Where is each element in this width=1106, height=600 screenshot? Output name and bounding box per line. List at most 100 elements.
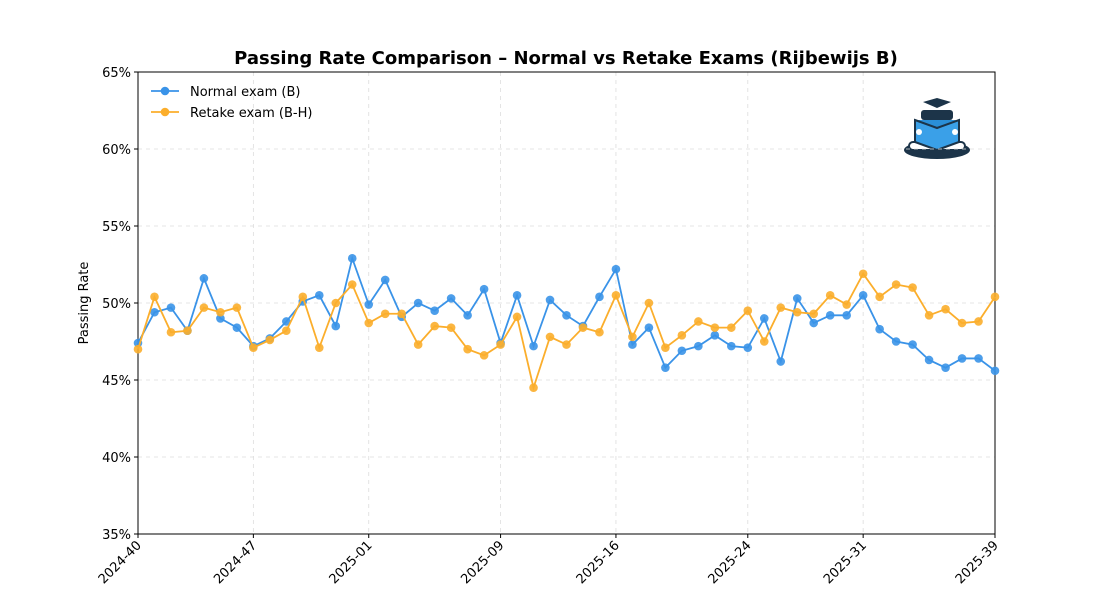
data-point: [331, 298, 341, 308]
data-point: [974, 317, 983, 326]
data-point: [314, 343, 324, 352]
data-point: [347, 254, 357, 263]
y-tick-label: 45%: [102, 374, 131, 389]
data-point: [282, 317, 291, 326]
x-tick-label: 2025-09: [458, 538, 507, 587]
series-line: [137, 272, 996, 392]
x-tick-label: 2024-40: [96, 538, 145, 587]
data-point: [199, 274, 209, 283]
data-point: [496, 340, 505, 349]
y-tick-label: 65%: [102, 66, 131, 81]
y-tick-label: 55%: [102, 220, 131, 235]
data-point: [825, 291, 835, 300]
data-point: [595, 327, 604, 337]
data-point: [562, 311, 571, 320]
data-point: [562, 340, 571, 349]
data-point: [644, 323, 654, 332]
data-point: [924, 355, 934, 365]
data-point: [397, 309, 406, 319]
data-point: [875, 324, 884, 334]
data-point: [908, 283, 917, 292]
x-tick-label: 2024-47: [211, 538, 260, 587]
data-point: [891, 280, 901, 289]
data-point: [282, 326, 291, 336]
data-point: [512, 291, 522, 300]
data-point: [776, 303, 786, 312]
data-point: [595, 292, 604, 302]
data-point: [611, 264, 621, 274]
data-point: [545, 332, 555, 342]
data-point: [199, 303, 209, 312]
data-point: [990, 366, 1000, 376]
x-tick-label: 2025-01: [327, 538, 376, 587]
y-axis-label: Passing Rate: [77, 262, 92, 345]
data-point: [792, 294, 802, 303]
data-point: [232, 323, 242, 332]
data-point: [727, 341, 736, 351]
chart-title: Passing Rate Comparison – Normal vs Reta…: [234, 48, 898, 69]
data-point: [743, 343, 753, 352]
data-point: [578, 323, 588, 332]
y-tick-label: 60%: [102, 143, 131, 158]
x-tick-label: 2025-31: [821, 538, 870, 587]
data-point: [265, 335, 275, 345]
data-point: [166, 327, 176, 337]
data-point: [380, 309, 390, 319]
data-point: [512, 312, 522, 322]
data-point: [150, 292, 159, 302]
data-point: [479, 351, 489, 360]
data-point: [792, 307, 802, 317]
data-point: [990, 292, 1000, 302]
data-point: [150, 307, 159, 317]
legend-marker: [160, 107, 170, 117]
data-point: [644, 298, 654, 308]
data-point: [957, 354, 967, 363]
data-point: [677, 346, 687, 356]
data-point: [891, 337, 901, 346]
data-point: [529, 341, 538, 351]
data-point: [446, 294, 456, 303]
data-point: [364, 300, 374, 309]
data-point: [694, 341, 703, 351]
y-tick-label: 40%: [102, 451, 131, 466]
data-point: [710, 323, 720, 332]
data-point: [941, 363, 950, 372]
data-point: [166, 303, 176, 312]
data-point: [759, 337, 769, 346]
y-tick-label: 50%: [102, 297, 131, 312]
data-point: [710, 331, 720, 340]
legend-label: Retake exam (B-H): [190, 106, 312, 121]
data-point: [842, 311, 851, 320]
data-point: [347, 280, 357, 289]
data-point: [216, 307, 225, 317]
data-point: [809, 318, 819, 328]
data-point: [430, 321, 439, 331]
data-point: [611, 291, 621, 300]
data-point: [727, 323, 736, 332]
data-point: [249, 343, 258, 352]
data-point: [825, 311, 835, 320]
data-point: [545, 295, 555, 305]
data-point: [743, 306, 753, 316]
data-point: [628, 340, 637, 349]
data-point: [314, 291, 324, 300]
data-point: [463, 311, 472, 320]
legend-label: Normal exam (B): [190, 85, 300, 100]
data-point: [430, 306, 439, 316]
data-point: [232, 303, 242, 312]
data-point: [875, 292, 884, 302]
data-point: [957, 318, 967, 328]
data-point: [776, 357, 786, 366]
data-point: [858, 291, 868, 300]
x-tick-label: 2025-16: [574, 538, 623, 587]
data-point: [677, 331, 687, 340]
data-point: [133, 344, 143, 354]
data-point: [628, 332, 637, 342]
data-point: [908, 340, 917, 349]
data-point: [413, 340, 423, 349]
data-point: [759, 314, 769, 323]
data-point: [661, 343, 670, 352]
x-tick-label: 2025-39: [953, 538, 1002, 587]
legend-marker: [160, 86, 170, 96]
